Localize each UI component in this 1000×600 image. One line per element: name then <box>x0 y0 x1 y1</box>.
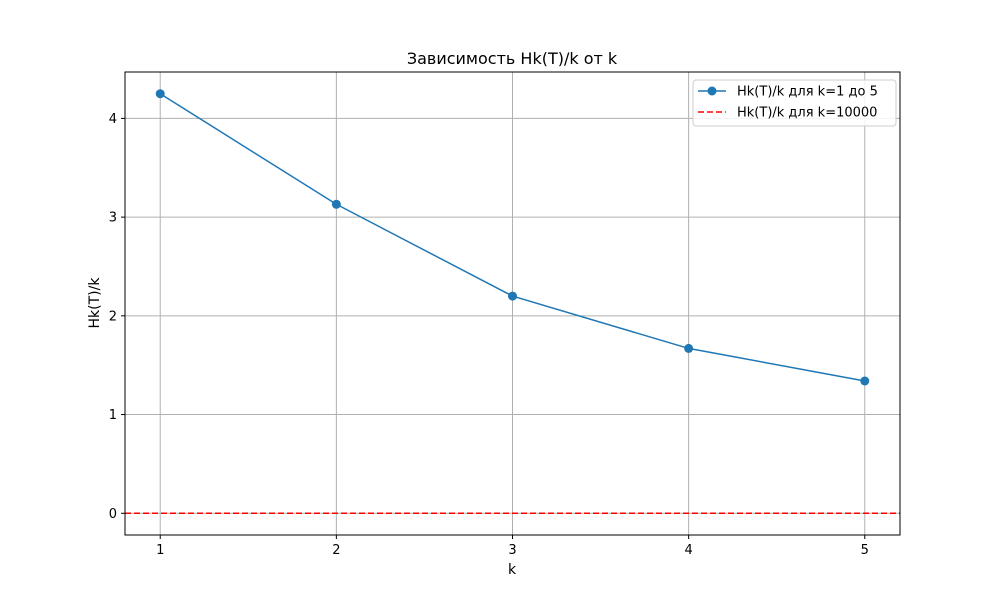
x-tick-label: 5 <box>861 543 869 558</box>
plot-data <box>125 89 900 515</box>
series-1-point <box>331 199 341 209</box>
series-1-point <box>684 343 694 353</box>
legend-box <box>692 79 897 127</box>
y-axis-label: Hk(T)/k <box>87 277 103 329</box>
x-axis-label: k <box>508 562 517 578</box>
x-tick-label: 2 <box>332 543 340 558</box>
series-1-point <box>155 89 165 99</box>
x-tick-label: 1 <box>156 543 164 558</box>
legend-label-series-1: Hk(T)/k для k=1 до 5 <box>737 85 878 100</box>
y-tick-label: 0 <box>109 507 117 522</box>
axis-ticks: 1 2 3 4 5 0 1 2 3 4 <box>109 112 869 558</box>
legend-label-series-2: Hk(T)/k для k=10000 <box>737 106 877 121</box>
legend-marker-swatch <box>707 86 717 96</box>
x-tick-label: 4 <box>684 543 692 558</box>
y-tick-label: 2 <box>109 309 117 324</box>
chart-title: Зависимость Hk(T)/k от k <box>407 49 618 68</box>
y-tick-label: 4 <box>109 112 117 127</box>
y-tick-label: 1 <box>109 408 117 423</box>
x-tick-label: 3 <box>508 543 516 558</box>
legend: Hk(T)/k для k=1 до 5 Hk(T)/k для k=10000 <box>692 79 897 127</box>
series-1-point <box>860 376 870 386</box>
y-tick-label: 3 <box>109 211 117 226</box>
series-1-point <box>508 291 517 301</box>
